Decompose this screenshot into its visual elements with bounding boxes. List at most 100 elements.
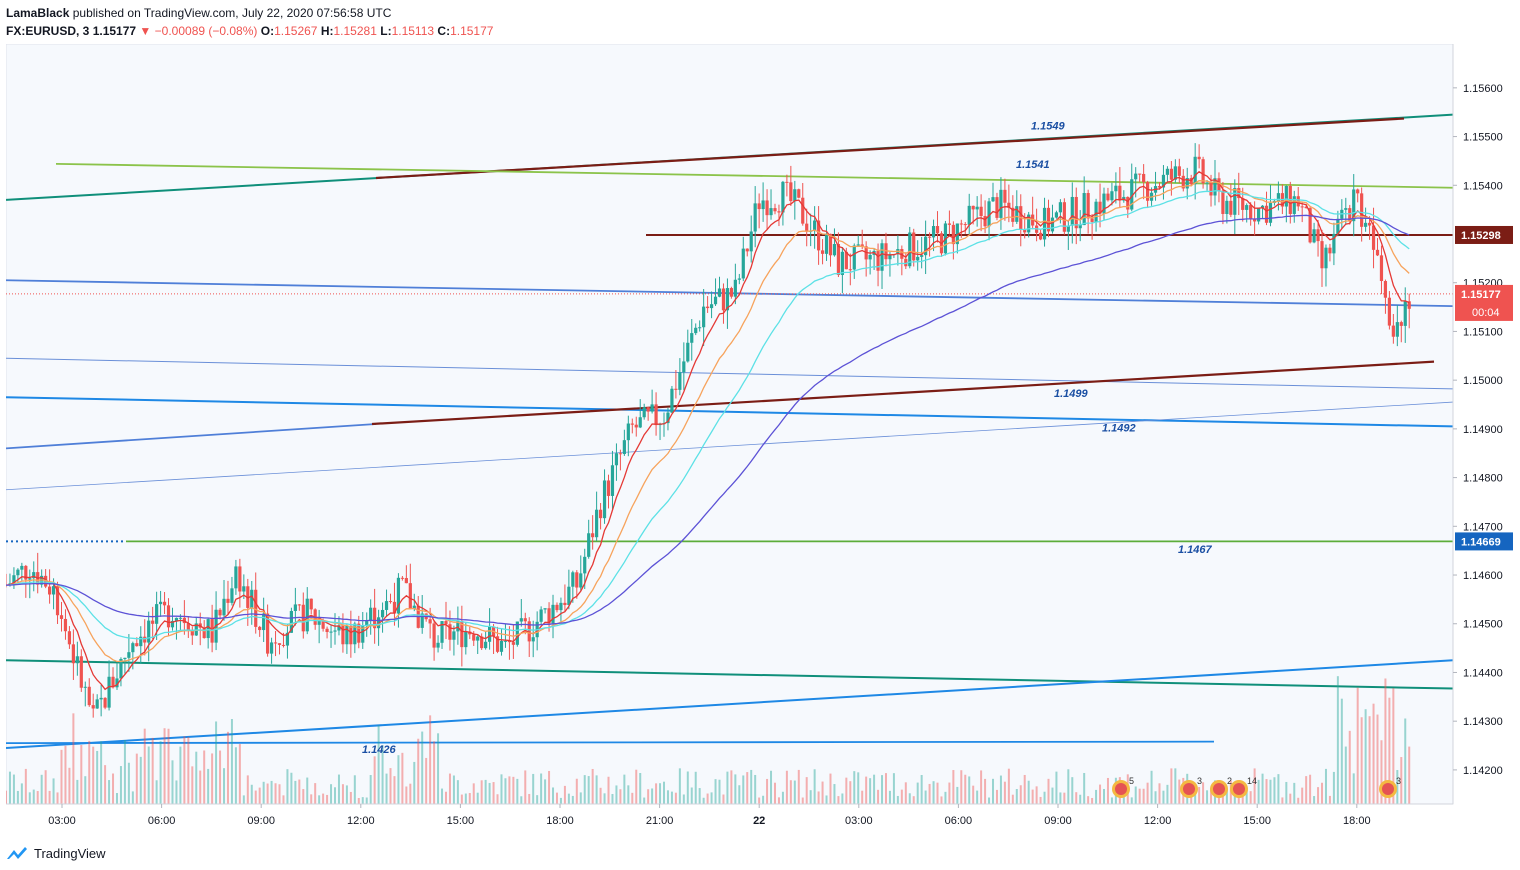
volume-bar xyxy=(881,775,884,804)
price-tick-label: 1.14800 xyxy=(1463,473,1503,485)
candle-body xyxy=(254,589,258,627)
time-tick-label: 09:00 xyxy=(1044,815,1072,827)
volume-bar xyxy=(405,786,408,804)
candle-body xyxy=(1090,218,1094,222)
time-tick-label: 15:00 xyxy=(447,815,475,827)
volume-bar xyxy=(1170,768,1173,804)
candle-body xyxy=(559,602,563,611)
candle-body xyxy=(1130,179,1134,210)
candle-body xyxy=(1308,208,1312,243)
candle-body xyxy=(725,288,730,311)
blue-trendline-1[interactable] xyxy=(5,279,1454,308)
candle-body xyxy=(1304,206,1308,209)
support-trendline[interactable] xyxy=(371,360,1435,426)
candle-body xyxy=(262,613,266,631)
volume-bar xyxy=(191,766,194,804)
volume-bar xyxy=(282,795,285,804)
volume-bar xyxy=(12,774,15,804)
candle-body xyxy=(1015,206,1019,222)
economic-event-icon[interactable]: 2 xyxy=(1210,776,1232,798)
candle-body xyxy=(674,388,678,390)
volume-bar xyxy=(448,773,451,804)
volume-bar xyxy=(603,793,606,804)
volume-bar xyxy=(857,772,860,804)
high-label: H: xyxy=(320,24,334,38)
economic-event-icon[interactable]: 3 xyxy=(1180,776,1202,798)
price-axis[interactable]: 1.156001.155001.154001.152981.152001.151… xyxy=(1452,44,1513,804)
candle-body xyxy=(178,617,183,619)
events-layer[interactable]: 5 3 2 14 3 xyxy=(1112,776,1401,798)
volume-bar xyxy=(238,744,241,804)
volume-bar xyxy=(746,772,749,804)
blue-trendline-4[interactable] xyxy=(5,423,377,450)
volume-bar xyxy=(80,745,83,804)
volume-bar xyxy=(76,779,79,804)
volume-bar xyxy=(211,753,214,804)
candle-body xyxy=(904,258,908,267)
candle-body xyxy=(1114,185,1118,192)
candle-body xyxy=(927,236,932,238)
candle-body xyxy=(591,533,595,538)
blue-support-trendline[interactable] xyxy=(5,659,1454,749)
volume-bar xyxy=(72,713,75,804)
candle-body xyxy=(464,631,468,648)
blue-trendline-2[interactable] xyxy=(5,357,1454,390)
candle-body xyxy=(1181,175,1185,189)
candle-body xyxy=(325,628,329,633)
volume-bar xyxy=(357,797,360,804)
event-flag-inner-icon xyxy=(1233,783,1245,795)
candle-body xyxy=(527,621,531,642)
time-axis[interactable]: 03:00 06:00 09:00 12:00 15:00 18:00 21:00 22 03:… xyxy=(6,803,1453,827)
volume-bar xyxy=(1031,789,1034,804)
volume-bar xyxy=(1368,716,1371,804)
candle-body xyxy=(369,607,373,622)
volume-bar xyxy=(992,778,995,804)
volume-bar xyxy=(674,792,677,804)
plot-background xyxy=(5,43,1454,805)
candle-body xyxy=(107,676,111,708)
volume-bar xyxy=(1138,788,1141,804)
volume-bar xyxy=(1348,730,1351,804)
chart-area[interactable]: 1.1549 1.1541 1.1499 1.1492 1.1467 1.1426 5 3 2… xyxy=(4,43,1514,836)
level-annotation: 1.1426 xyxy=(362,744,397,756)
candle-body xyxy=(761,200,765,210)
volume-bar xyxy=(777,797,780,804)
drawing-layer[interactable] xyxy=(5,113,1454,749)
volume-bar xyxy=(928,783,931,804)
tradingview-logo-icon[interactable] xyxy=(6,846,28,860)
volume-bar xyxy=(302,789,305,804)
symbol-label[interactable]: FX:EURUSD, 3 xyxy=(6,24,90,38)
thin-trendline[interactable] xyxy=(5,401,1454,491)
price-tick-label: 1.15500 xyxy=(1463,132,1503,144)
economic-event-icon[interactable]: 3 xyxy=(1379,776,1401,798)
volume-bar xyxy=(1039,796,1042,804)
channel-bottom-trendline[interactable] xyxy=(5,659,1454,690)
blue-trendline-3[interactable] xyxy=(5,396,1454,428)
candle-body xyxy=(135,643,139,647)
candle-body xyxy=(706,306,710,309)
price-chart[interactable]: 1.1549 1.1541 1.1499 1.1492 1.1467 1.1426 5 3 2… xyxy=(4,43,1514,836)
volume-bar xyxy=(754,774,757,804)
candle-body xyxy=(309,598,313,610)
candle-body xyxy=(1074,196,1078,229)
candle-body xyxy=(250,589,254,608)
volume-bar xyxy=(1404,718,1407,804)
volume-bar xyxy=(286,769,289,804)
economic-event-icon[interactable]: 14 xyxy=(1230,776,1257,798)
volume-bar xyxy=(452,775,455,804)
brand-name[interactable]: TradingView xyxy=(34,845,106,861)
volume-bar xyxy=(163,728,166,804)
blue-horizontal-level[interactable] xyxy=(5,740,1215,745)
volume-bar xyxy=(246,775,249,804)
candle-body xyxy=(1225,200,1229,214)
volume-bar xyxy=(805,777,808,804)
economic-event-icon[interactable]: 5 xyxy=(1112,776,1134,798)
candle-body xyxy=(1106,193,1110,201)
candle-body xyxy=(170,620,175,628)
volume-bar xyxy=(1043,791,1046,804)
resistance-trendline[interactable] xyxy=(375,117,1405,180)
volume-bar xyxy=(1162,790,1165,804)
candle-body xyxy=(670,388,674,413)
candle-body xyxy=(206,619,210,639)
author-name[interactable]: LamaBlack xyxy=(6,6,70,20)
